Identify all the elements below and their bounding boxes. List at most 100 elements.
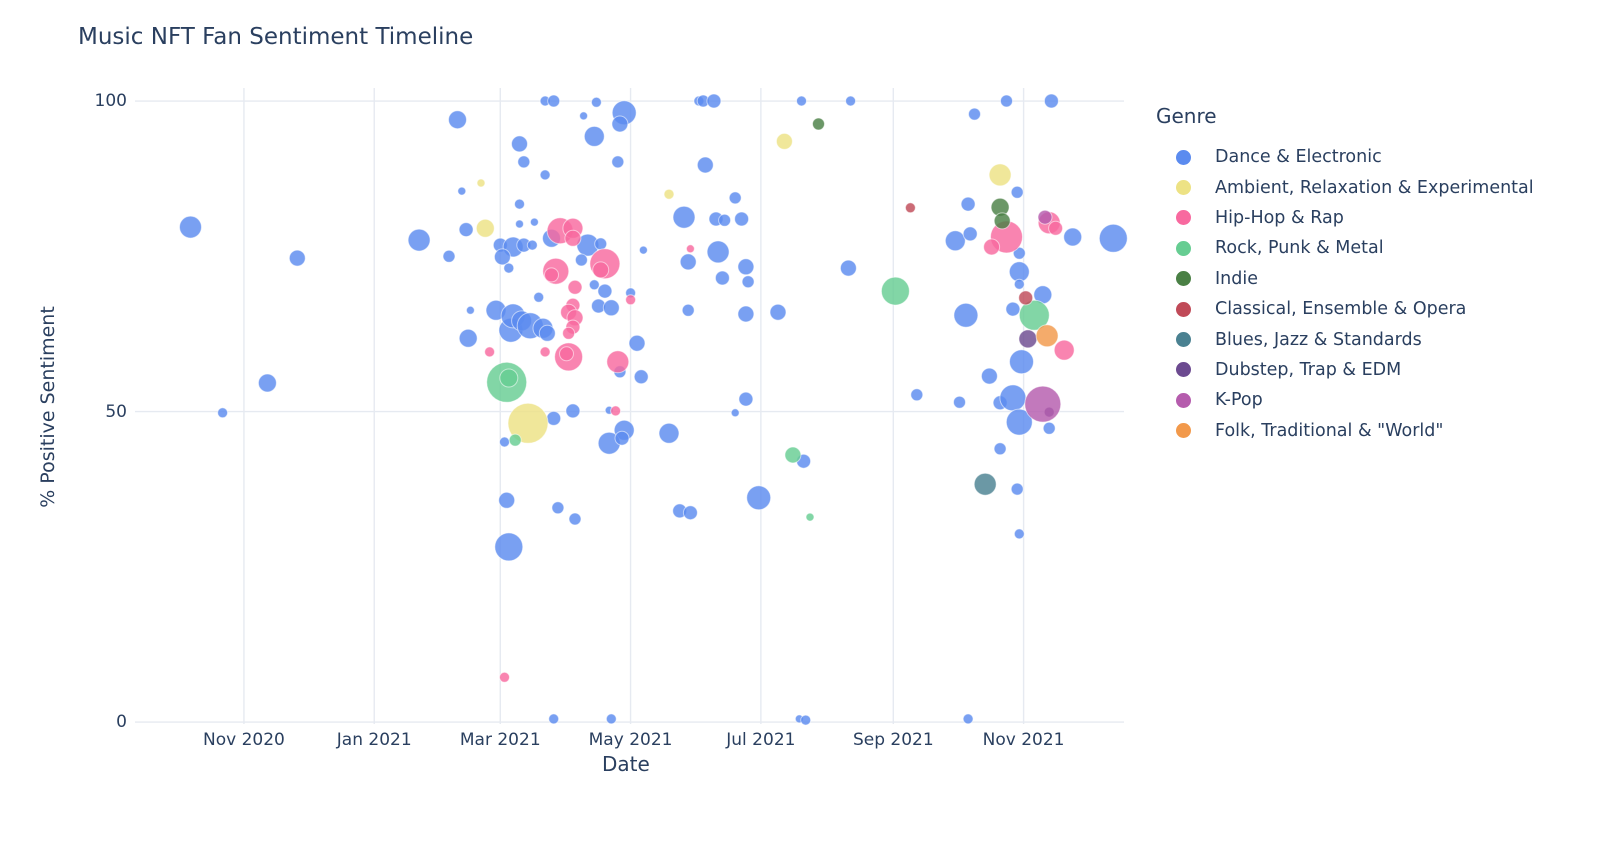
bubble-0 bbox=[706, 93, 722, 109]
bubble-0 bbox=[546, 410, 562, 426]
bubble-2 bbox=[1048, 220, 1064, 236]
legend-item-4[interactable]: Indie bbox=[1176, 264, 1534, 294]
bubble-0 bbox=[960, 196, 976, 212]
bubble-0 bbox=[568, 512, 582, 526]
bubble-0 bbox=[611, 155, 625, 169]
bubble-2 bbox=[983, 238, 1001, 256]
bubble-0 bbox=[944, 230, 966, 252]
legend-item-5[interactable]: Classical, Ensemble & Opera bbox=[1176, 294, 1534, 324]
legend-item-label: Classical, Ensemble & Opera bbox=[1215, 299, 1467, 320]
bubble-2 bbox=[625, 294, 637, 306]
bubble-0 bbox=[1042, 421, 1056, 435]
bubble-0 bbox=[728, 191, 742, 205]
legend-item-label: Indie bbox=[1215, 268, 1258, 289]
legend-item-label: Folk, Traditional & "World" bbox=[1215, 420, 1444, 441]
x-tick-label: Nov 2020 bbox=[203, 730, 285, 750]
bubble-2 bbox=[685, 244, 695, 254]
legend-dot-icon bbox=[1176, 362, 1191, 378]
bubble-0 bbox=[588, 279, 600, 291]
bubble-2 bbox=[499, 671, 510, 683]
x-tick-label: Sep 2021 bbox=[852, 730, 934, 750]
bubble-3 bbox=[880, 276, 910, 306]
legend-item-9[interactable]: Folk, Traditional & "World" bbox=[1176, 416, 1534, 446]
bubble-2 bbox=[544, 267, 559, 283]
bubble-0 bbox=[1000, 94, 1013, 108]
bubble-0 bbox=[605, 713, 617, 725]
bubble-0 bbox=[179, 215, 202, 239]
legend-item-7[interactable]: Dubstep, Trap & EDM bbox=[1176, 355, 1534, 385]
bubble-0 bbox=[1010, 482, 1024, 496]
bubble-0 bbox=[839, 259, 857, 277]
legend: Genre Dance & Electronic Ambient, Relaxat… bbox=[1156, 104, 1534, 446]
bubble-1 bbox=[476, 178, 486, 188]
legend-item-3[interactable]: Rock, Punk & Metal bbox=[1176, 233, 1534, 263]
bubble-0 bbox=[953, 395, 966, 409]
bubble-0 bbox=[1098, 223, 1128, 253]
legend-item-0[interactable]: Dance & Electronic bbox=[1176, 142, 1534, 172]
bubble-0 bbox=[741, 275, 755, 289]
bubble-0 bbox=[962, 226, 978, 242]
bubble-0 bbox=[503, 262, 515, 274]
bubble-2 bbox=[564, 229, 582, 247]
legend-dot-icon bbox=[1176, 149, 1191, 165]
legend-dot-icon bbox=[1176, 180, 1191, 196]
x-axis-title: Date bbox=[602, 752, 650, 776]
x-tick-label: Mar 2021 bbox=[459, 730, 541, 750]
bubble-0 bbox=[796, 95, 807, 107]
bubble-0 bbox=[734, 211, 750, 227]
bubble-0 bbox=[980, 367, 998, 385]
bubble-3 bbox=[805, 512, 815, 522]
bubble-0 bbox=[737, 258, 755, 276]
legend-items: Dance & Electronic Ambient, Relaxation & … bbox=[1156, 142, 1534, 446]
bubble-8 bbox=[1024, 385, 1062, 423]
bubble-0 bbox=[565, 403, 581, 419]
bubble-0 bbox=[457, 186, 467, 196]
bubble-0 bbox=[769, 303, 787, 321]
legend-item-1[interactable]: Ambient, Relaxation & Experimental bbox=[1176, 172, 1534, 202]
bubble-0 bbox=[597, 283, 613, 299]
bubble-4 bbox=[812, 117, 825, 131]
bubble-0 bbox=[611, 115, 629, 133]
bubble-1 bbox=[475, 218, 495, 238]
bubble-3 bbox=[1018, 299, 1050, 331]
bubble-0 bbox=[514, 198, 525, 210]
legend-item-8[interactable]: K-Pop bbox=[1176, 385, 1534, 415]
legend-item-label: Dance & Electronic bbox=[1215, 147, 1382, 168]
bubble-2 bbox=[559, 346, 574, 362]
bubble-0 bbox=[288, 249, 306, 267]
bubble-0 bbox=[551, 501, 565, 515]
legend-item-6[interactable]: Blues, Jazz & Standards bbox=[1176, 324, 1534, 354]
bubble-0 bbox=[442, 249, 456, 263]
legend-item-label: Dubstep, Trap & EDM bbox=[1215, 359, 1402, 380]
x-tick-label: May 2021 bbox=[588, 730, 673, 750]
legend-item-label: Ambient, Relaxation & Experimental bbox=[1215, 177, 1534, 198]
bubble-0 bbox=[800, 714, 812, 726]
chart-title: Music NFT Fan Sentiment Timeline bbox=[78, 24, 474, 50]
bubble-0 bbox=[1005, 408, 1033, 436]
bubble-0 bbox=[738, 391, 754, 407]
bubble-0 bbox=[1013, 528, 1025, 540]
bubble-0 bbox=[529, 217, 539, 227]
legend-item-2[interactable]: Hip-Hop & Rap bbox=[1176, 203, 1534, 233]
bubble-0 bbox=[602, 299, 620, 317]
legend-dot-icon bbox=[1176, 210, 1191, 226]
bubble-0 bbox=[679, 253, 697, 271]
bubble-4 bbox=[993, 212, 1011, 230]
bubble-0 bbox=[494, 532, 524, 562]
bubble-0 bbox=[526, 239, 538, 251]
bubble-0 bbox=[515, 219, 524, 229]
bubble-2 bbox=[610, 405, 622, 417]
x-tick-label: Nov 2021 bbox=[982, 730, 1065, 750]
legend-dot-icon bbox=[1176, 332, 1191, 348]
bubble-0 bbox=[498, 491, 516, 509]
bubble-0 bbox=[538, 324, 556, 342]
legend-item-label: Rock, Punk & Metal bbox=[1215, 238, 1384, 259]
bubble-0 bbox=[583, 125, 605, 147]
bubble-0 bbox=[594, 237, 608, 251]
bubble-0 bbox=[547, 94, 561, 108]
bubble-0 bbox=[737, 305, 755, 323]
bubble-0 bbox=[696, 156, 714, 174]
bubble-5 bbox=[1018, 290, 1034, 306]
bubble-2 bbox=[606, 350, 630, 374]
